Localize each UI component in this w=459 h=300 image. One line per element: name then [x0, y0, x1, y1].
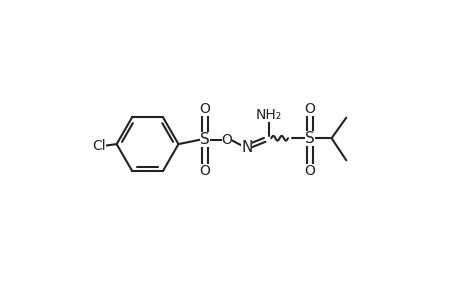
Text: Cl: Cl: [92, 139, 106, 153]
Text: O: O: [304, 102, 315, 116]
Text: NH₂: NH₂: [255, 108, 281, 122]
Text: O: O: [304, 164, 315, 178]
Text: N: N: [241, 140, 252, 154]
Text: O: O: [199, 102, 210, 116]
Text: O: O: [199, 164, 210, 178]
Text: S: S: [200, 132, 209, 147]
Text: S: S: [305, 131, 314, 146]
Text: O: O: [221, 133, 232, 147]
